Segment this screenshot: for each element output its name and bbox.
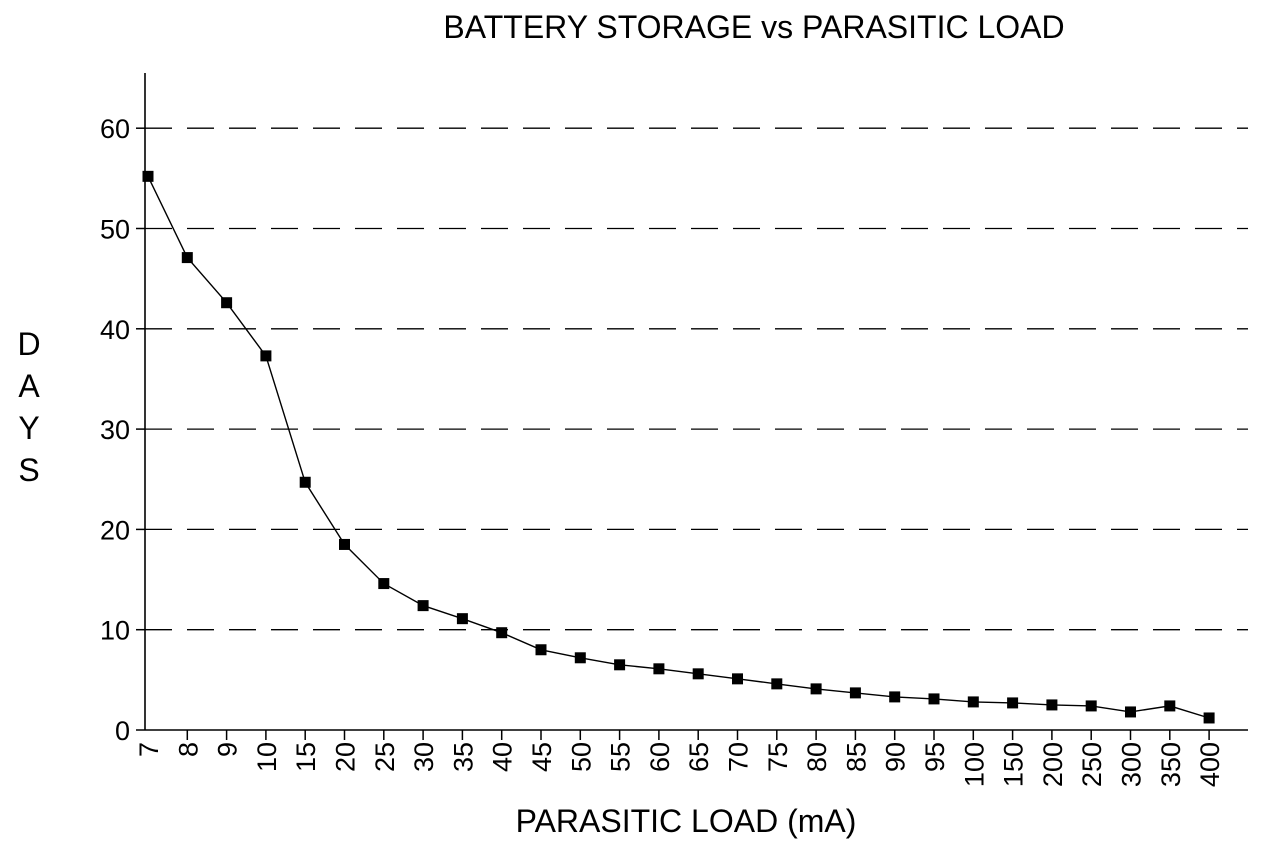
data-point-250: [1085, 700, 1097, 712]
data-point-7: [142, 170, 154, 182]
x-tick-label-80: 80: [802, 742, 832, 772]
data-point-200: [1046, 699, 1058, 711]
chart-title: BATTERY STORAGE vs PARASITIC LOAD: [443, 9, 1064, 45]
x-tick-label-85: 85: [841, 742, 871, 772]
x-tick-label-10: 10: [252, 742, 282, 772]
y-tick-label-10: 10: [100, 616, 130, 646]
x-tick-label-250: 250: [1077, 742, 1107, 787]
data-point-45: [535, 644, 547, 656]
data-point-85: [849, 687, 861, 699]
x-tick-label-7: 7: [134, 742, 164, 757]
x-tick-label-90: 90: [881, 742, 911, 772]
x-tick-label-25: 25: [370, 742, 400, 772]
data-point-25: [378, 578, 390, 590]
data-point-8: [181, 252, 193, 264]
x-tick-label-65: 65: [684, 742, 714, 772]
y-tick-label-0: 0: [115, 716, 130, 746]
data-point-100: [967, 696, 979, 708]
data-point-70: [732, 673, 743, 685]
x-tick-label-20: 20: [331, 742, 361, 772]
data-point-9: [221, 297, 233, 309]
y-axis-label-letter: D: [17, 326, 40, 362]
data-point-75: [771, 678, 783, 690]
data-point-20: [339, 538, 350, 550]
data-point-95: [928, 693, 940, 705]
data-point-55: [614, 659, 626, 671]
y-tick-label-40: 40: [100, 315, 130, 345]
data-point-80: [810, 683, 822, 695]
series-polyline: [147, 175, 1210, 719]
data-point-50: [574, 652, 586, 664]
x-tick-label-45: 45: [527, 742, 557, 772]
x-tick-label-300: 300: [1117, 742, 1147, 787]
y-tick-label-50: 50: [100, 215, 130, 245]
x-tick-label-9: 9: [213, 742, 243, 757]
series-line: [142, 170, 1215, 724]
y-axis-label-letter: Y: [18, 410, 39, 446]
y-tick-label-20: 20: [100, 515, 130, 545]
data-point-300: [1125, 706, 1136, 718]
data-point-150: [1007, 697, 1019, 709]
x-axis-label: PARASITIC LOAD (mA): [516, 803, 857, 839]
data-point-35: [456, 613, 468, 625]
data-point-350: [1164, 700, 1176, 712]
x-tick-label-50: 50: [566, 742, 596, 772]
x-tick-label-75: 75: [763, 742, 793, 772]
x-tick-label-70: 70: [724, 742, 754, 772]
y-gridlines: [145, 127, 1248, 631]
x-tick-label-100: 100: [959, 742, 989, 787]
y-tick-labels: 0 10 20 30 40 50 60: [100, 114, 130, 746]
x-tick-label-200: 200: [1038, 742, 1068, 787]
x-tick-label-60: 60: [645, 742, 675, 772]
data-point-30: [417, 600, 429, 612]
data-point-90: [889, 691, 901, 703]
y-tick-label-60: 60: [100, 114, 130, 144]
y-tick-label-30: 30: [100, 415, 130, 445]
data-point-40: [496, 627, 508, 639]
x-tick-label-55: 55: [606, 742, 636, 772]
x-tick-label-8: 8: [173, 742, 203, 757]
y-axis-label-letter: S: [18, 452, 39, 488]
y-axis-label-letter: A: [18, 368, 40, 404]
x-tick-label-35: 35: [448, 742, 478, 772]
axes: [136, 73, 1248, 740]
data-point-400: [1203, 712, 1215, 724]
data-point-15: [299, 476, 311, 488]
data-point-65: [692, 668, 704, 680]
x-tick-label-95: 95: [920, 742, 950, 772]
x-tick-label-350: 350: [1156, 742, 1186, 787]
x-tick-label-400: 400: [1195, 742, 1225, 787]
x-tick-label-150: 150: [999, 742, 1029, 787]
data-point-60: [653, 663, 665, 675]
x-tick-label-30: 30: [409, 742, 439, 772]
x-tick-label-15: 15: [291, 742, 321, 772]
x-tick-label-40: 40: [488, 742, 518, 772]
x-tick-labels: 7 8 9 10 15 20 25 30 35 40 45 50 55 60 65 70 75 80 85 90 95 1…: [134, 742, 1225, 787]
data-point-10: [260, 350, 272, 362]
